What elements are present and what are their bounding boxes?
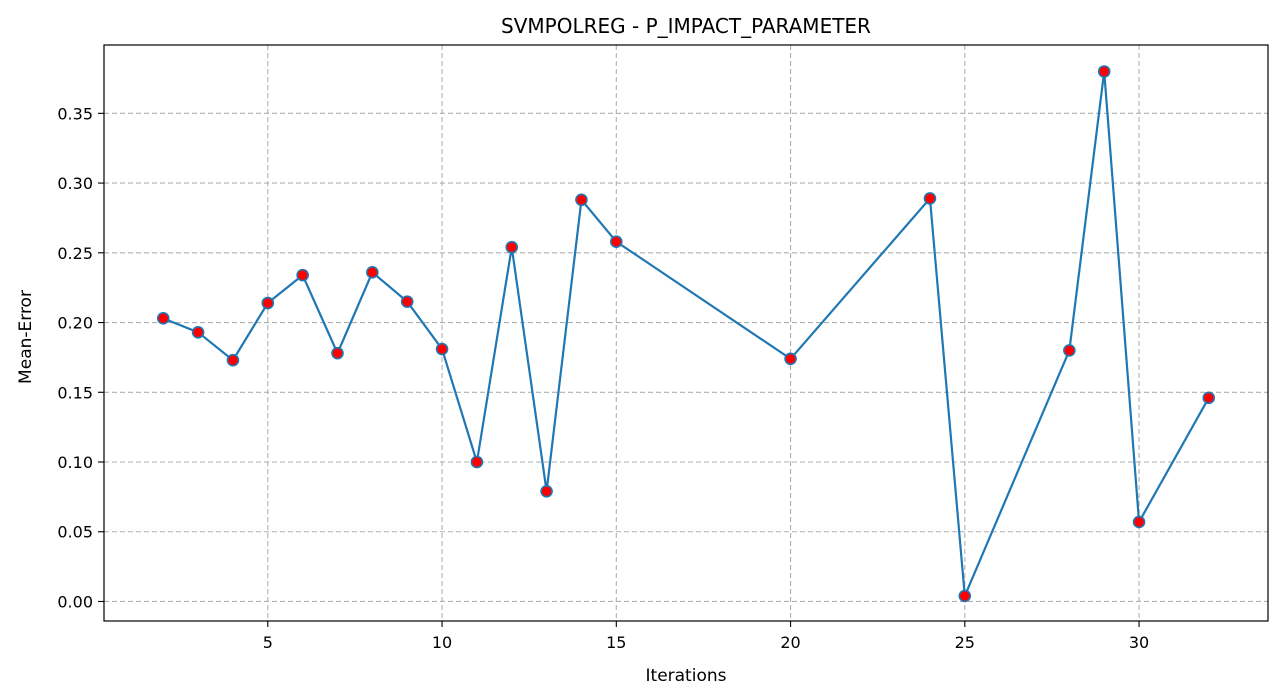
data-point [958, 589, 972, 603]
x-tick-label: 15 [606, 633, 626, 652]
x-tick-label: 30 [1129, 633, 1149, 652]
data-point [1132, 515, 1146, 529]
data-point [296, 268, 309, 282]
data-point [540, 484, 553, 498]
x-tick-label: 20 [780, 633, 800, 652]
y-tick-label: 0.20 [57, 314, 93, 333]
y-tick-label: 0.35 [57, 104, 93, 123]
data-point [470, 455, 484, 469]
data-point [575, 193, 588, 207]
x-axis-title: Iterations [646, 666, 727, 686]
data-point [435, 342, 449, 356]
data-point [1097, 65, 1111, 78]
data-point [784, 352, 797, 366]
y-tick-label: 0.25 [57, 244, 93, 263]
series-markers [156, 65, 1216, 603]
data-point [609, 235, 623, 248]
y-tick-label: 0.05 [57, 523, 93, 542]
data-point [400, 295, 414, 308]
x-tick-label: 5 [263, 633, 273, 652]
data-point [366, 266, 379, 279]
data-point [505, 240, 519, 254]
data-point [156, 312, 170, 325]
chart-title: SVMPOLREG - P_IMPACT_PARAMETER [501, 14, 871, 38]
y-tick-label: 0.00 [57, 592, 93, 611]
x-tick-label: 10 [432, 633, 452, 652]
data-point [923, 192, 937, 205]
plot-frame [103, 44, 1269, 622]
y-tick-label: 0.10 [57, 453, 93, 472]
x-tick-label: 25 [955, 633, 975, 652]
data-point [261, 296, 275, 310]
y-axis: 0.00 0.05 0.10 0.15 0.20 0.25 0.30 0.35 [57, 104, 104, 611]
grid [104, 45, 1268, 621]
data-point [331, 346, 344, 360]
data-point [1202, 391, 1216, 405]
y-axis-title: Mean-Error [16, 290, 36, 384]
y-tick-label: 0.15 [57, 383, 93, 402]
x-axis: 5 10 15 20 25 30 [263, 621, 1149, 652]
data-point [226, 353, 240, 367]
y-tick-label: 0.30 [57, 174, 93, 193]
data-point [191, 326, 205, 339]
data-point [1063, 344, 1076, 357]
